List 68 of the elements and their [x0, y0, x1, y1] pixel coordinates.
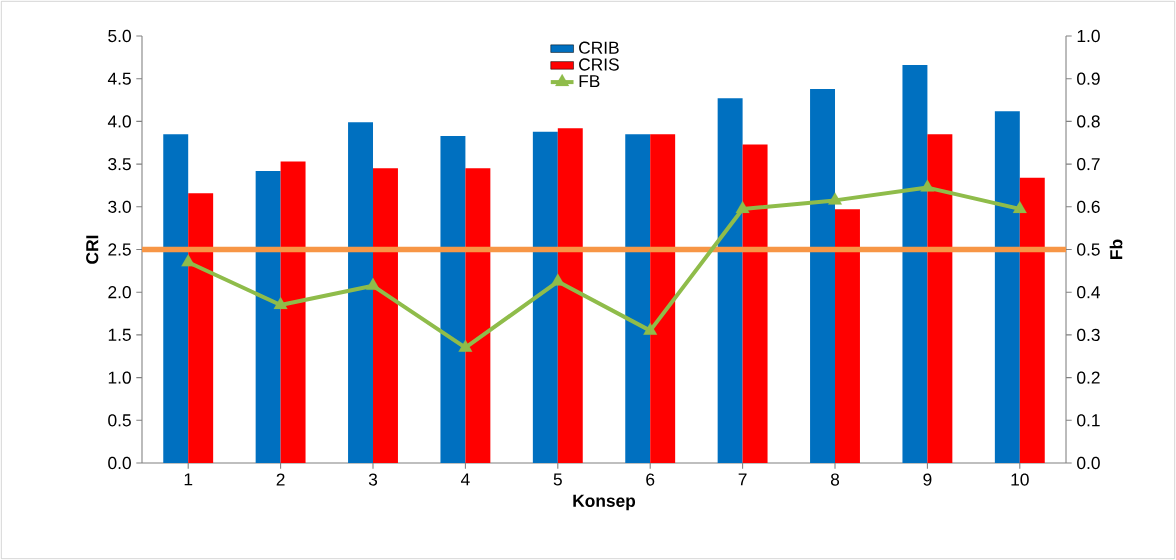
- x-tick-label: 1: [184, 473, 193, 486]
- bar: [902, 65, 928, 463]
- point: [828, 192, 843, 205]
- x-tick-label: 7: [738, 473, 747, 486]
- bar: [440, 135, 466, 463]
- bar: [994, 111, 1020, 463]
- point: [273, 296, 288, 310]
- bar: [742, 144, 768, 463]
- bar: [835, 209, 860, 463]
- y-tick-label: 2.0: [108, 286, 131, 299]
- x-tick-label: 10: [1011, 473, 1029, 486]
- y-tick-label: 2.5: [108, 243, 131, 256]
- y-axis-title: CRI: [86, 235, 99, 264]
- y2-tick-label: 0.7: [1077, 157, 1100, 171]
- x-axis-title: Konsep: [573, 494, 636, 511]
- y2-tick-label: 0.1: [1077, 414, 1100, 427]
- bar: [927, 134, 953, 463]
- point: [458, 339, 473, 352]
- bar: [348, 122, 374, 463]
- x-tick-label: 4: [460, 473, 470, 486]
- bar: [163, 134, 189, 463]
- y-tick-label: 1.0: [108, 371, 131, 384]
- y2-tick-label: 0.2: [1077, 371, 1100, 384]
- x-tick-label: 8: [830, 473, 840, 486]
- bar: [255, 170, 281, 463]
- y2-axis-title: Fb: [1109, 239, 1123, 259]
- x-tick-label: 3: [368, 473, 378, 486]
- y2-tick-label: 0.0: [1077, 456, 1100, 470]
- point: [181, 254, 196, 267]
- bar: [557, 128, 583, 463]
- y2-tick-label: 0.9: [1077, 72, 1100, 85]
- y2-tick-label: 0.5: [1077, 243, 1100, 256]
- bar: [650, 134, 676, 463]
- y-tick-label: 0.0: [108, 456, 131, 470]
- y2-tick-label: 0.6: [1077, 200, 1100, 213]
- bar: [465, 168, 491, 463]
- bar: [810, 88, 836, 463]
- point: [735, 200, 750, 214]
- bar: [188, 193, 214, 463]
- y2-tick-label: 0.4: [1077, 286, 1101, 299]
- x-tick-label: 5: [553, 473, 562, 486]
- x-tick-label: 2: [276, 473, 285, 486]
- y2-tick-label: 1.0: [1077, 29, 1100, 43]
- bar: [280, 161, 306, 463]
- bar: [625, 134, 651, 463]
- x-tick-label: 6: [646, 473, 655, 486]
- bar: [373, 168, 398, 463]
- bar: [1019, 177, 1045, 463]
- x-tick-label: 9: [923, 473, 932, 486]
- y-tick-label: 0.5: [108, 414, 131, 427]
- point: [643, 322, 658, 335]
- bar: [532, 131, 558, 463]
- y2-tick-label: 0.3: [1077, 328, 1100, 342]
- legend-label: CRIB: [579, 41, 619, 54]
- y-tick-label: 3.5: [108, 157, 131, 171]
- y-tick-label: 4.0: [107, 115, 131, 128]
- legend-label: FB: [579, 75, 600, 88]
- y-tick-label: 4.5: [107, 72, 131, 85]
- y-tick-label: 3.0: [108, 200, 131, 213]
- point: [920, 179, 935, 192]
- y2-tick-label: 0.8: [1077, 115, 1100, 128]
- bar: [717, 98, 743, 463]
- point: [1012, 200, 1027, 214]
- y-tick-label: 1.5: [108, 328, 131, 341]
- legend-label: CRIS: [579, 58, 619, 71]
- point: [550, 273, 565, 286]
- point: [366, 277, 381, 290]
- y-tick-label: 5.0: [108, 29, 131, 43]
